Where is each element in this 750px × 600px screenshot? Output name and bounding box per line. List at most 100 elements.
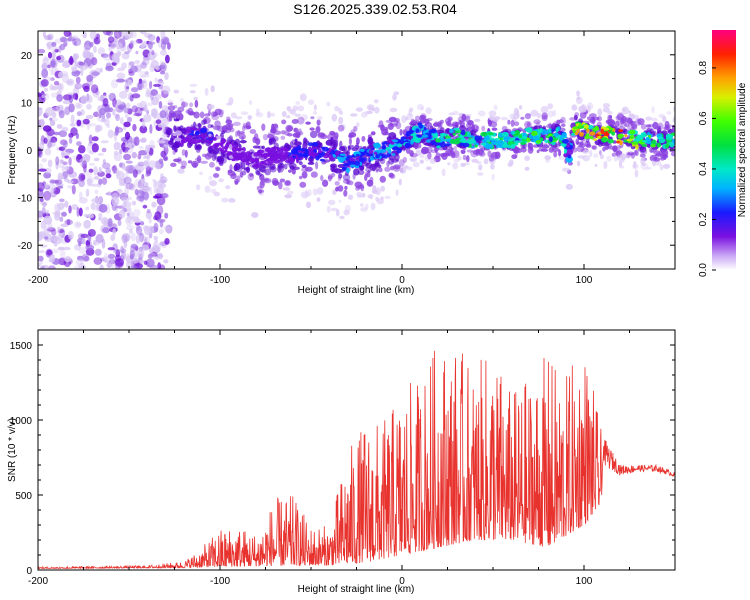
spectrogram-halo-cell (310, 171, 318, 178)
spectrogram-halo-cell (607, 111, 614, 115)
spectrogram-ridge-cell (245, 151, 252, 158)
spectrogram-halo-cell (493, 118, 499, 123)
spectrogram-halo-cell (305, 166, 313, 172)
spectrogram-noise-cell (140, 235, 148, 244)
spectrogram-noise-cell (62, 94, 72, 101)
spectrogram-halo-cell (279, 178, 286, 183)
spectrogram-halo-cell (410, 118, 415, 123)
spectrogram-halo-cell (218, 109, 224, 118)
spectrogram-halo-cell (338, 173, 343, 179)
spectrogram-noise-cell (97, 171, 105, 177)
spectrogram-halo-cell (392, 94, 397, 101)
spectrogram-noise-cell (125, 182, 134, 190)
spectrogram-ridge-cell (237, 149, 242, 152)
spectrogram-ridge-cell (407, 143, 411, 147)
spectrogram-halo-cell (236, 175, 241, 183)
spectrogram-noise-cell (80, 233, 89, 238)
spectrogram-halo-cell (238, 131, 245, 135)
spectrogram-halo-cell (249, 129, 257, 134)
spectrogram-halo-cell (242, 122, 248, 129)
spectrogram-noise-cell (100, 217, 109, 225)
spectrogram-noise-cell (112, 164, 118, 174)
spectrogram-ridge-cell (245, 155, 251, 160)
spectrogram-halo-cell (491, 127, 498, 131)
spectrogram-ridge-cell (567, 154, 572, 159)
spectrogram-noise-cell (59, 249, 66, 259)
spectrogram-halo-cell (332, 190, 337, 196)
spectrogram-halo-cell (594, 139, 602, 146)
spectrogram-ridge-cell (487, 132, 494, 136)
spectrogram-noise-cell (138, 145, 144, 150)
spectrogram-halo-cell (342, 178, 351, 184)
colorbar-label: Normalized spectral amplitude (737, 82, 748, 217)
spectrogram-ridge-cell (657, 136, 664, 140)
spectrogram-ridge-cell (214, 144, 219, 147)
spectrogram-halo-cell (270, 126, 277, 134)
spectrogram-halo-cell (547, 103, 554, 110)
spectrogram-ridge-cell (263, 159, 269, 166)
spectrogram-halo-cell (627, 110, 632, 114)
spectrogram-ridge-cell (538, 137, 544, 141)
spectrogram-halo-cell (401, 115, 407, 124)
spectrogram-ridge-cell (597, 131, 602, 135)
spectrogram-halo-cell (278, 181, 283, 190)
spectrogram-halo-cell (270, 112, 276, 117)
spectrogram-noise-cell (131, 105, 138, 113)
spectrogram-noise-cell (151, 145, 156, 149)
spectrogram-noise-cell (78, 179, 85, 188)
spectrogram-halo-cell (360, 164, 365, 170)
spectrogram-noise-cell (41, 62, 48, 71)
spectrogram-noise-cell (45, 209, 50, 215)
spectrogram-ridge-cell (283, 150, 289, 157)
spectrogram-noise-cell (71, 184, 76, 195)
spectrogram-halo-cell (299, 175, 303, 180)
spectrogram-halo-cell (264, 168, 272, 176)
spectrogram-noise-cell (79, 191, 83, 200)
spectrogram-noise-cell (62, 62, 71, 68)
spectrogram-halo-cell (308, 99, 315, 105)
spectrogram-ridge-cell (183, 132, 188, 135)
spectrogram-halo-cell (384, 166, 391, 172)
spectrogram-halo-cell (242, 125, 246, 132)
spectrogram-noise-cell (93, 45, 97, 54)
spectrogram-noise-cell (98, 203, 108, 213)
spectrogram-halo-cell (607, 146, 616, 150)
spectrogram-ridge-cell (544, 139, 549, 143)
spectrogram-ridge-cell (360, 157, 365, 163)
spectrogram-noise-cell (87, 178, 93, 187)
spectrogram-halo-cell (255, 108, 260, 116)
spectrogram-ridge-cell (259, 161, 264, 167)
spectrogram-noise-cell (159, 193, 168, 199)
spectrogram-noise-cell (42, 31, 47, 38)
spectrogram-noise-cell (163, 156, 169, 162)
spectrogram-halo-cell (454, 121, 459, 128)
spectrogram-noise-cell (47, 141, 53, 149)
spectrogram-halo-cell (393, 91, 400, 96)
spectrogram-halo-cell (179, 97, 184, 103)
spectrogram-ridge-cell (383, 154, 388, 159)
spectrogram-ridge-cell (453, 127, 460, 131)
snr-y-axis: 0 500 1000 1500 (10, 329, 675, 577)
spectrogram-noise-cell (143, 58, 150, 66)
spectrogram-noise-cell (140, 62, 148, 69)
spectrogram-ridge-cell (444, 135, 451, 139)
spectrogram-noise-cell (124, 31, 134, 39)
spectrogram-halo-cell (390, 165, 394, 171)
spectrogram-noise-cell (101, 256, 110, 262)
spectrogram-ridge-cell (293, 147, 301, 151)
spectrogram-y-tick-label: 10 (21, 98, 33, 109)
spectrogram-noise-cell (164, 72, 169, 80)
spectrogram-ridge-cell (218, 147, 222, 151)
spectrogram-halo-cell (605, 119, 613, 125)
spectrogram-noise-cell (158, 228, 164, 235)
spectrogram-x-tick-label: -100 (210, 275, 230, 286)
spectrogram-halo-cell (576, 96, 581, 100)
spectrogram-halo-cell (637, 118, 645, 126)
spectrogram-halo-cell (666, 111, 672, 115)
spectrogram-halo-cell (645, 124, 652, 128)
spectrogram-ridge-cell (346, 167, 350, 174)
spectrogram-ridge-cell (583, 124, 589, 129)
spectrogram-noise-cell (127, 196, 132, 200)
spectrogram-noise-cell (105, 65, 114, 72)
